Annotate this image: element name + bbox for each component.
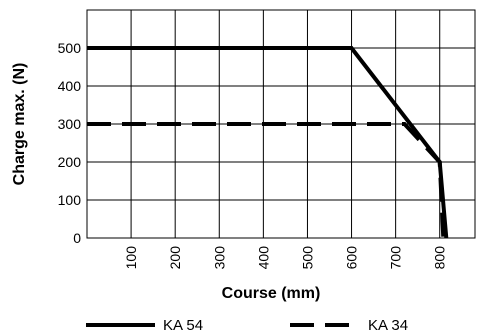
y-tick-label: 500 [58,40,82,56]
x-tick-label: 600 [344,246,360,270]
y-tick-labels: 0 100 200 300 400 500 [58,40,82,246]
x-tick-label: 400 [255,246,271,270]
y-tick-label: 0 [73,230,81,246]
x-tick-labels: 100 200 300 400 500 600 700 800 [123,246,448,270]
legend-label: KA 34 [368,317,408,334]
y-tick-label: 100 [58,192,82,208]
x-tick-label: 300 [211,246,227,270]
x-tick-label: 200 [167,246,183,270]
x-tick-label: 800 [432,246,448,270]
x-tick-label: 500 [299,246,315,270]
y-axis-label: Charge max. (N) [11,63,28,186]
x-tick-label: 700 [388,246,404,270]
series-lines [87,46,449,239]
y-tick-label: 300 [58,116,82,132]
legend: KA 54 KA 34 [86,317,408,334]
series-line-ka-34 [87,122,446,239]
x-axis-label: Course (mm) [222,285,321,302]
series-line-ka-54 [87,46,449,239]
legend-label: KA 54 [163,317,203,334]
x-tick-label: 100 [123,246,139,270]
y-tick-label: 200 [58,154,82,170]
y-tick-label: 400 [58,78,82,94]
